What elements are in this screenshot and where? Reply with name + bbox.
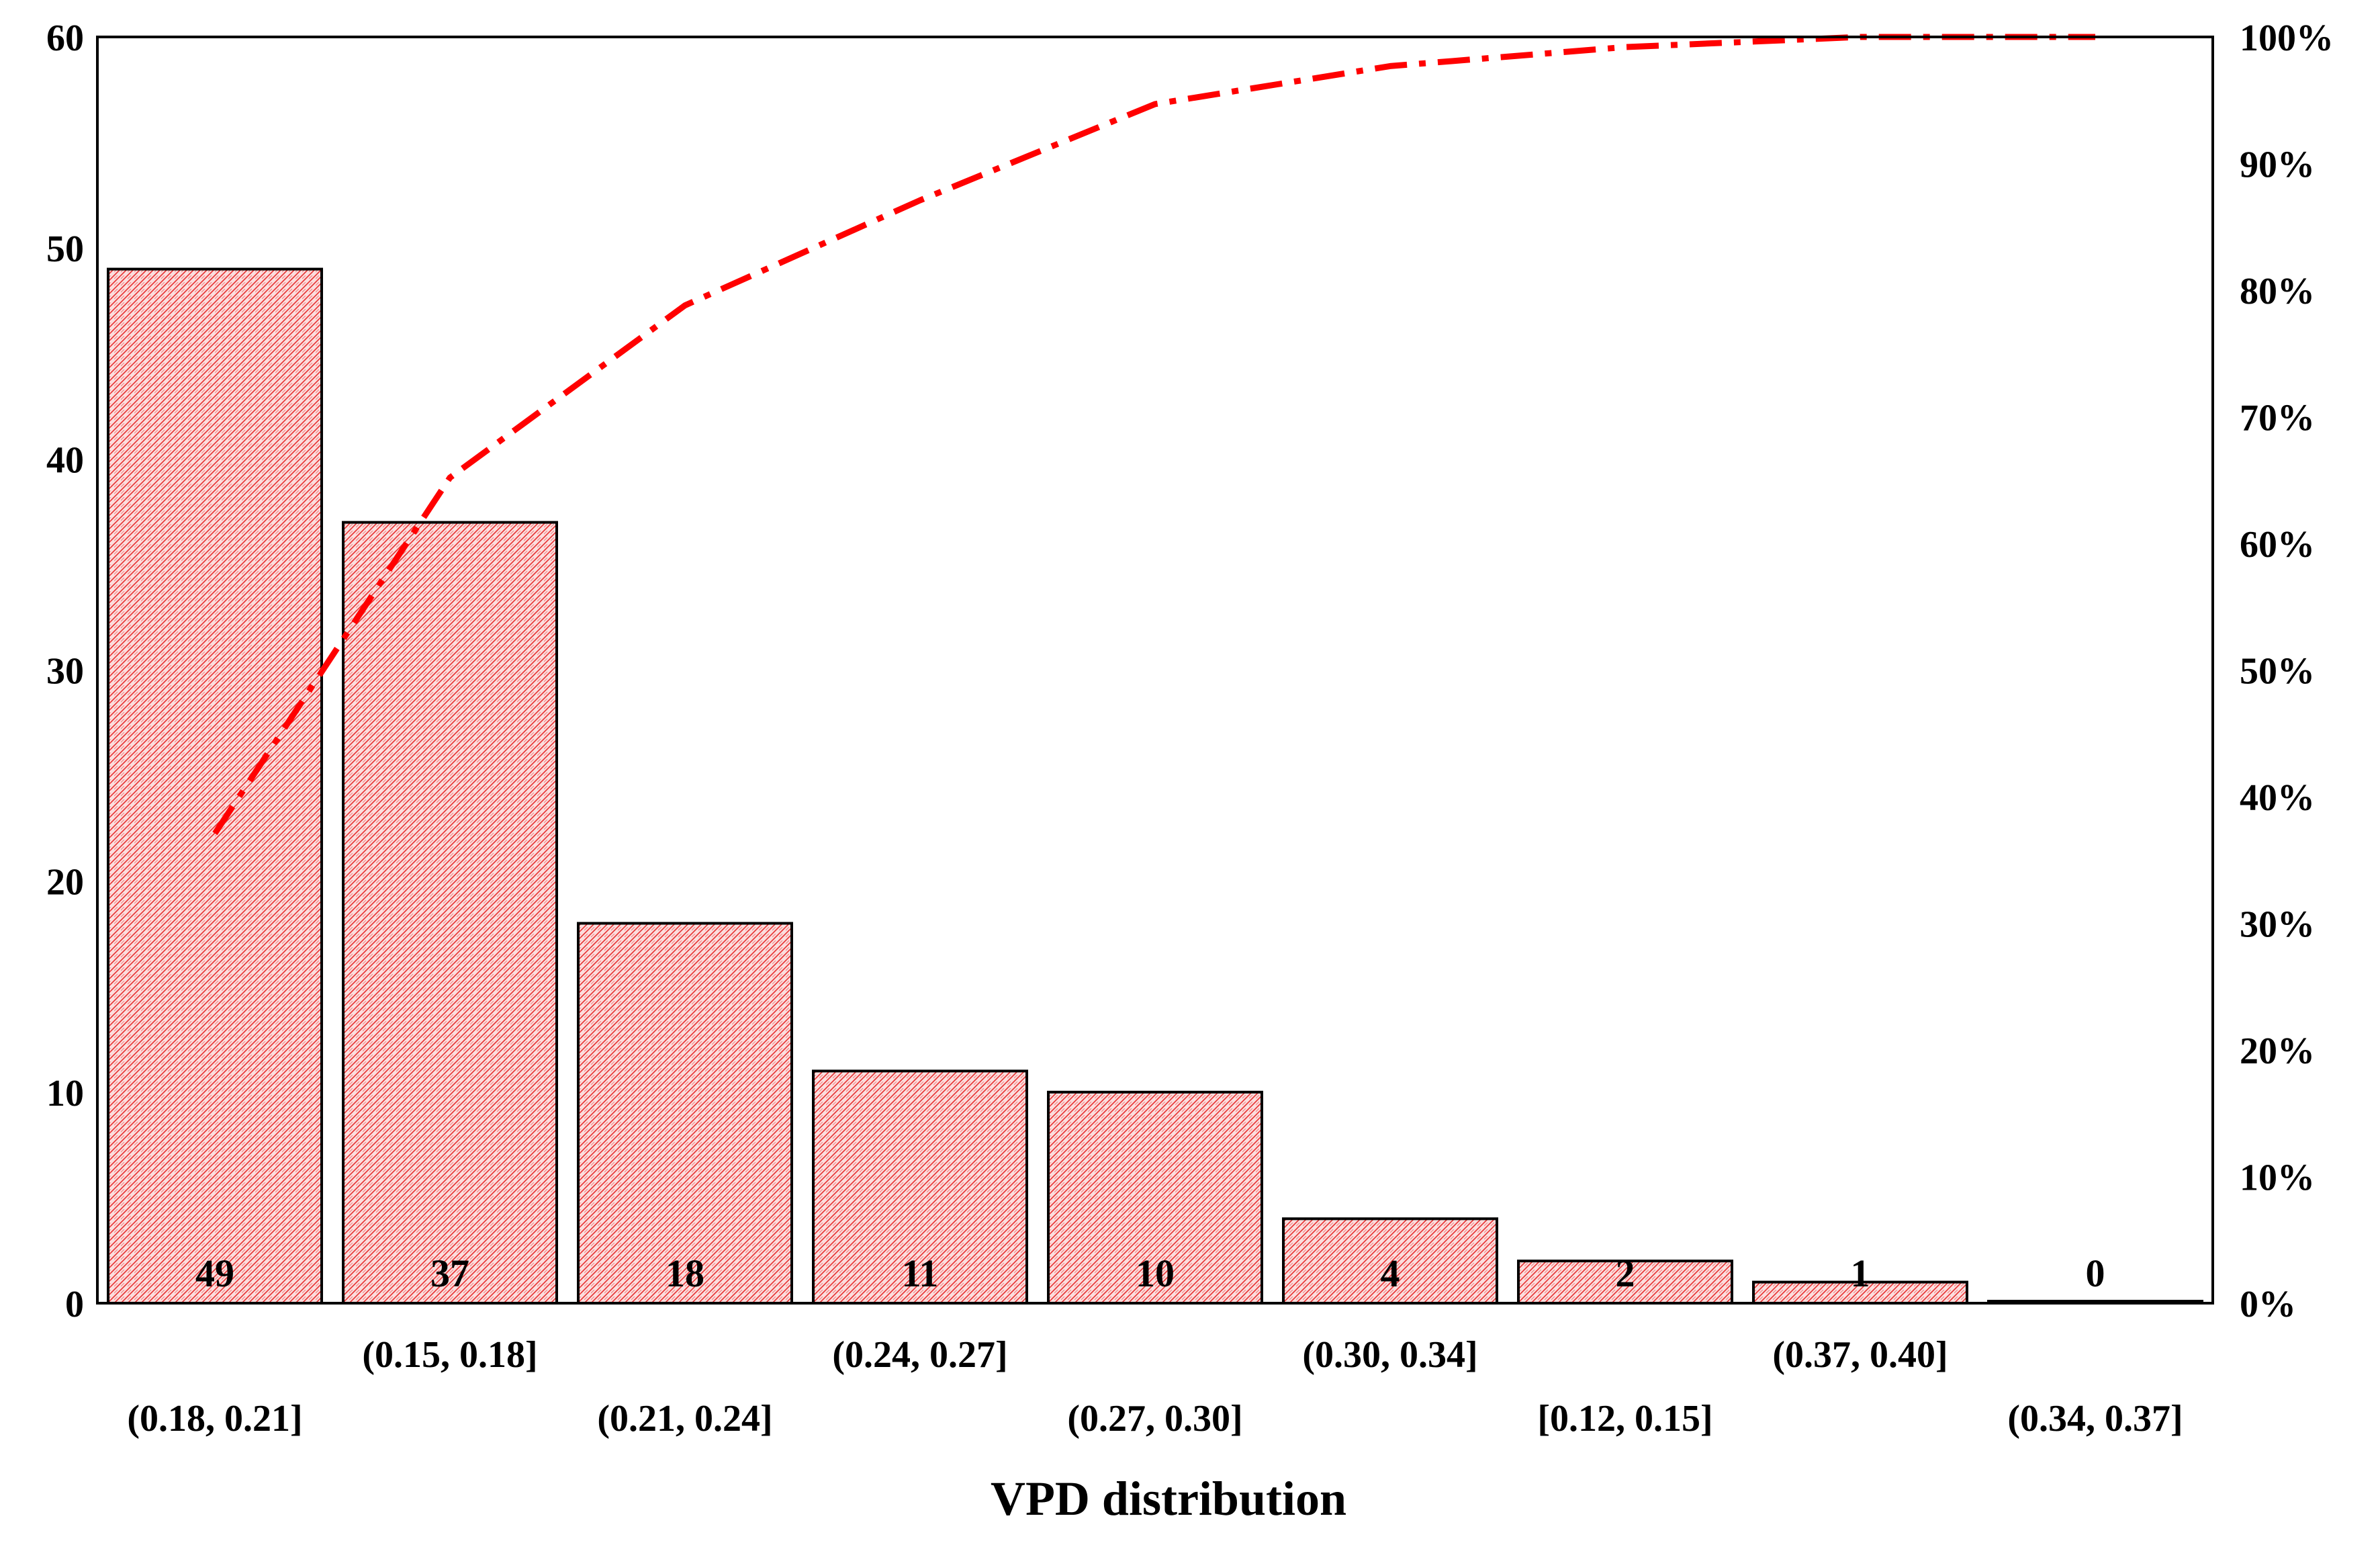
y-tick-label-5: 50 xyxy=(46,228,84,270)
category-label-4: (0.27, 0.30] xyxy=(1067,1398,1242,1440)
category-label-7: (0.37, 0.40] xyxy=(1772,1334,1948,1376)
y2-tick-label-7: 70% xyxy=(2240,398,2315,439)
y-tick-label-3: 30 xyxy=(46,651,84,693)
y2-tick-label-10: 100% xyxy=(2240,17,2334,59)
cumulative-percent-line xyxy=(212,34,2095,836)
y2-tick-label-1: 10% xyxy=(2240,1157,2315,1199)
bar-1 xyxy=(342,521,558,1305)
bar-3 xyxy=(812,1069,1028,1305)
category-label-0: (0.18, 0.21] xyxy=(127,1398,302,1440)
category-label-5: (0.30, 0.34] xyxy=(1302,1334,1477,1376)
y2-tick-label-3: 30% xyxy=(2240,904,2315,946)
y2-tick-label-4: 40% xyxy=(2240,777,2315,819)
y-tick-label-6: 60 xyxy=(46,17,84,59)
bar-value-label-6: 2 xyxy=(1616,1251,1635,1295)
category-label-6: [0.12, 0.15] xyxy=(1537,1398,1712,1440)
y2-tick-label-9: 90% xyxy=(2240,144,2315,186)
bar-value-label-3: 11 xyxy=(902,1251,939,1295)
y-tick-label-0: 0 xyxy=(65,1284,84,1325)
bar-value-label-2: 18 xyxy=(666,1251,704,1295)
bar-value-label-5: 4 xyxy=(1381,1251,1400,1295)
x-axis-title: VPD distribution xyxy=(991,1472,1346,1526)
y2-tick-label-6: 60% xyxy=(2240,524,2315,566)
y-tick-label-2: 20 xyxy=(46,862,84,903)
bar-value-label-7: 1 xyxy=(1851,1251,1870,1295)
y2-tick-label-5: 50% xyxy=(2240,651,2315,693)
bar-2 xyxy=(577,922,793,1305)
bar-4 xyxy=(1047,1090,1263,1305)
y2-tick-label-8: 80% xyxy=(2240,271,2315,312)
category-label-8: (0.34, 0.37] xyxy=(2007,1398,2183,1440)
bar-0 xyxy=(107,267,323,1305)
y2-tick-label-0: 0% xyxy=(2240,1284,2296,1325)
plot-frame xyxy=(96,36,2214,1305)
bar-value-label-1: 37 xyxy=(430,1251,469,1295)
category-label-1: (0.15, 0.18] xyxy=(362,1334,537,1376)
bar-value-label-0: 49 xyxy=(195,1251,234,1295)
y-tick-label-1: 10 xyxy=(46,1073,84,1114)
bar-6 xyxy=(1517,1260,1733,1305)
category-label-3: (0.24, 0.27] xyxy=(832,1334,1007,1376)
bar-value-label-8: 0 xyxy=(2086,1251,2105,1295)
y-tick-label-4: 40 xyxy=(46,439,84,481)
y2-tick-label-2: 20% xyxy=(2240,1030,2315,1072)
category-label-2: (0.21, 0.24] xyxy=(597,1398,772,1440)
bar-value-label-4: 10 xyxy=(1136,1251,1175,1295)
